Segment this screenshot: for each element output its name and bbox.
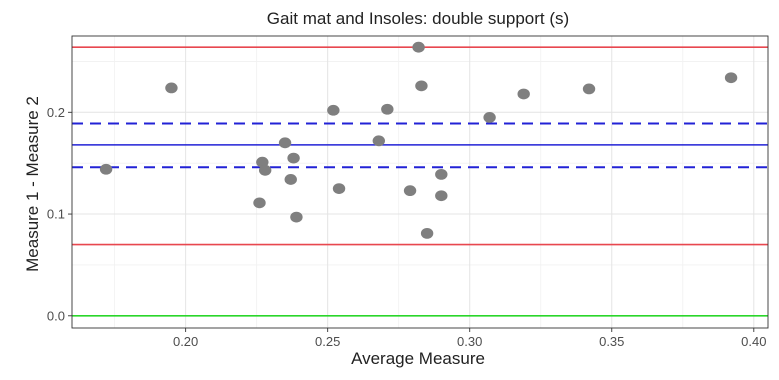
data-point — [404, 185, 416, 196]
data-point — [435, 190, 447, 201]
data-point — [279, 137, 291, 148]
data-point — [421, 228, 433, 239]
data-point — [412, 42, 424, 53]
data-point — [435, 169, 447, 180]
data-point — [100, 164, 112, 175]
data-point — [583, 84, 595, 95]
data-point — [373, 135, 385, 146]
data-point — [327, 105, 339, 116]
chart-title: Gait mat and Insoles: double support (s) — [267, 9, 569, 28]
y-tick-label: 0.0 — [47, 308, 65, 323]
data-point — [415, 80, 427, 91]
data-point — [725, 72, 737, 83]
data-point — [165, 82, 177, 93]
x-tick-label: 0.25 — [315, 334, 340, 349]
x-tick-label: 0.40 — [741, 334, 766, 349]
panel-border — [72, 36, 768, 328]
data-point — [259, 165, 271, 176]
x-axis-title: Average Measure — [351, 349, 485, 368]
x-tick-label: 0.30 — [457, 334, 482, 349]
data-point — [333, 183, 345, 194]
x-axis-ticks: 0.20 0.25 0.30 0.35 0.40 — [173, 328, 766, 349]
data-point — [483, 112, 495, 123]
data-point — [253, 197, 265, 208]
y-tick-label: 0.1 — [47, 207, 65, 222]
data-point — [517, 89, 529, 100]
x-tick-label: 0.20 — [173, 334, 198, 349]
grid-layer — [72, 36, 768, 328]
x-tick-label: 0.35 — [599, 334, 624, 349]
data-point — [287, 153, 299, 164]
data-point — [381, 104, 393, 115]
data-point — [290, 212, 302, 223]
y-tick-label: 0.2 — [47, 105, 65, 120]
data-point — [285, 174, 297, 185]
y-axis-title: Measure 1 - Measure 2 — [23, 96, 42, 272]
y-axis-ticks: 0.0 0.1 0.2 — [47, 105, 72, 323]
data-points — [100, 42, 737, 239]
plot-frame — [72, 36, 768, 328]
